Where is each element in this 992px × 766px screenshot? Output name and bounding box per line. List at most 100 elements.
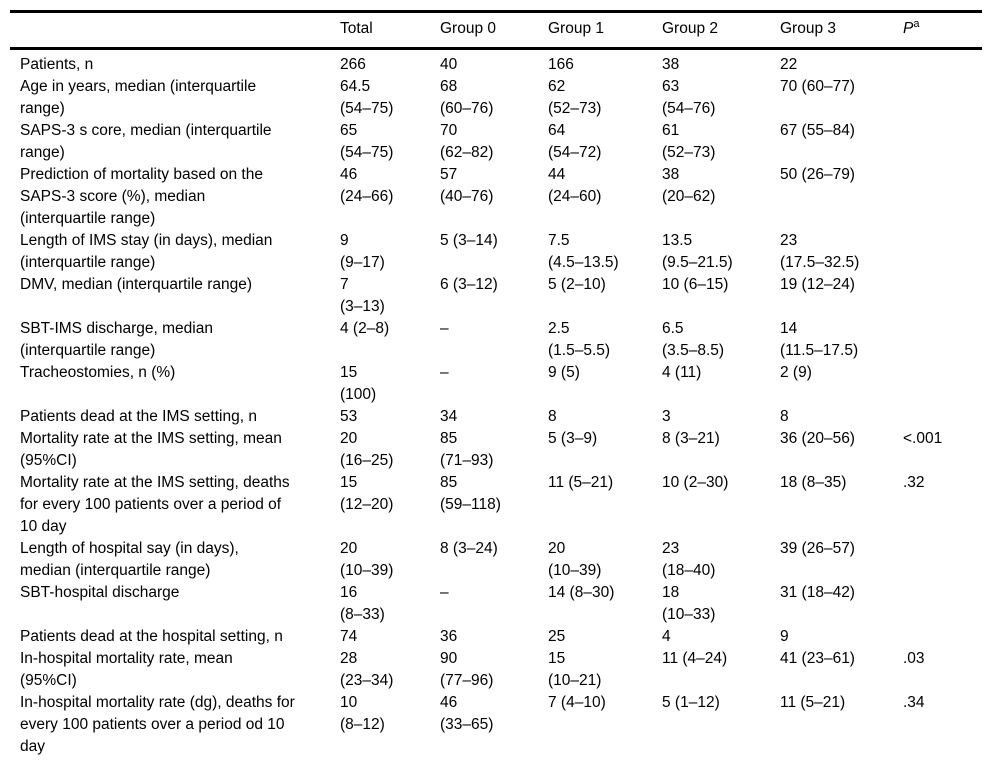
cell-group2: 4	[662, 628, 671, 645]
cell-pvalue	[903, 274, 982, 318]
row-label: Tracheostomies, n (%)	[20, 364, 176, 381]
cell-group2: 8 (3–21)	[662, 430, 720, 447]
cell-group0: 90 (77–96)	[440, 650, 494, 689]
cell-group1: 9 (5)	[548, 364, 580, 381]
row-label: Prediction of mortality based on the SAP…	[20, 166, 263, 227]
cell-group3: 14 (11.5–17.5)	[780, 320, 859, 359]
cell-group2: 10 (2–30)	[662, 474, 729, 491]
cell-group0: –	[440, 320, 449, 337]
row-label: SBT-hospital discharge	[20, 584, 180, 601]
cell-group1: 25	[548, 628, 566, 645]
cell-group3: 19 (12–24)	[780, 276, 855, 293]
cell-group3: 67 (55–84)	[780, 122, 855, 139]
cell-group0: 57 (40–76)	[440, 166, 494, 205]
row-label: Mortality rate at the IMS setting, death…	[20, 474, 290, 535]
row-label: In-hospital mortality rate (dg), deaths …	[10, 692, 340, 766]
table-row: SBT-hospital discharge 16 (8–33) – 14 (8…	[10, 582, 982, 626]
cell-total: 16 (8–33)	[340, 584, 385, 623]
cell-group1: 20 (10–39)	[548, 540, 602, 579]
cell-group3: 2 (9)	[780, 364, 812, 381]
cell-group1: 62 (52–73)	[548, 78, 602, 117]
cell-total: 266	[340, 56, 366, 73]
cell-group0: 8 (3–24)	[440, 540, 498, 557]
cell-group1: 5 (3–9)	[548, 430, 598, 447]
cell-total: 74	[340, 628, 358, 645]
table-row: In-hospital mortality rate, mean (95%CI)…	[10, 648, 982, 692]
cell-group2: 13.5 (9.5–21.5)	[662, 232, 733, 271]
table-row: DMV, median (interquartile range) 7 (3–1…	[10, 274, 982, 318]
cell-group0: 46 (33–65)	[440, 692, 548, 766]
cell-group1: 166	[548, 56, 574, 73]
header-group1: Group 1	[548, 10, 662, 50]
cell-pvalue	[903, 230, 982, 274]
cell-group3: 9	[780, 628, 789, 645]
cell-group2: 18 (10–33)	[662, 584, 716, 623]
cell-group2: 61 (52–73)	[662, 122, 716, 161]
cell-group3: 11 (5–21)	[780, 692, 903, 766]
cell-group0: 5 (3–14)	[440, 232, 498, 249]
cell-pvalue	[903, 626, 982, 648]
cell-total: 28 (23–34)	[340, 650, 394, 689]
row-label: In-hospital mortality rate, mean (95%CI)	[20, 650, 233, 689]
table-header: Total Group 0 Group 1 Group 2 Group 3 Pa	[10, 10, 982, 50]
cell-group3: 8	[780, 408, 789, 425]
cell-total: 10 (8–12)	[340, 692, 440, 766]
header-group0: Group 0	[440, 10, 548, 50]
row-label: DMV, median (interquartile range)	[20, 276, 253, 293]
cell-group0: 68 (60–76)	[440, 78, 494, 117]
cell-group3: 22	[780, 56, 798, 73]
cell-group3: 31 (18–42)	[780, 584, 855, 601]
cell-group2: 10 (6–15)	[662, 276, 729, 293]
cell-pvalue: .34	[903, 692, 982, 766]
cell-total: 53	[340, 408, 358, 425]
cell-pvalue	[903, 538, 982, 582]
pvalue-footnote-marker: a	[913, 17, 920, 30]
header-total: Total	[340, 10, 440, 50]
table-row: Prediction of mortality based on the SAP…	[10, 164, 982, 230]
cell-group0: 70 (62–82)	[440, 122, 494, 161]
table-row: Tracheostomies, n (%) 15 (100) – 9 (5) 4…	[10, 362, 982, 406]
cell-group1: 11 (5–21)	[548, 474, 614, 491]
cell-group0: 85 (71–93)	[440, 430, 494, 469]
row-label: SAPS-3 s core, median (interquartile ran…	[20, 122, 272, 161]
pvalue-symbol: P	[903, 20, 914, 37]
cell-group1: 7.5 (4.5–13.5)	[548, 232, 619, 271]
cell-group1: 15 (10–21)	[548, 650, 602, 689]
header-group3: Group 3	[780, 10, 903, 50]
cell-group1: 44 (24–60)	[548, 166, 602, 205]
cell-group1: 8	[548, 408, 557, 425]
cell-group0: –	[440, 584, 449, 601]
patient-characteristics-table: Total Group 0 Group 1 Group 2 Group 3 Pa…	[10, 10, 982, 766]
cell-pvalue	[903, 406, 982, 428]
row-label: SBT-IMS discharge, median (interquartile…	[20, 320, 213, 359]
cell-group2: 38	[662, 56, 680, 73]
table-row: Patients, n 266 40 166 38 22	[10, 49, 982, 77]
cell-group1: 5 (2–10)	[548, 276, 606, 293]
cell-group1: 7 (4–10)	[548, 692, 662, 766]
cell-group3: 39 (26–57)	[780, 540, 855, 557]
cell-pvalue	[903, 76, 982, 120]
cell-group0: 40	[440, 56, 458, 73]
cell-total: 15 (100)	[340, 364, 377, 403]
header-pvalue: Pa	[903, 10, 982, 50]
cell-group1: 64 (54–72)	[548, 122, 602, 161]
cell-total: 7 (3–13)	[340, 276, 385, 315]
table-row: SBT-IMS discharge, median (interquartile…	[10, 318, 982, 362]
table-row: Length of hospital say (in days), median…	[10, 538, 982, 582]
cell-total: 20 (10–39)	[340, 540, 394, 579]
cell-group0: 6 (3–12)	[440, 276, 498, 293]
table-row: Mortality rate at the IMS setting, death…	[10, 472, 982, 538]
cell-group3: 41 (23–61)	[780, 650, 855, 667]
cell-total: 65 (54–75)	[340, 122, 394, 161]
cell-total: 64.5 (54–75)	[340, 78, 394, 117]
cell-total: 4 (2–8)	[340, 320, 390, 337]
table-row: Patients dead at the hospital setting, n…	[10, 626, 982, 648]
cell-group3: 23 (17.5–32.5)	[780, 232, 860, 271]
table-row: SAPS-3 s core, median (interquartile ran…	[10, 120, 982, 164]
cell-pvalue	[903, 120, 982, 164]
cell-group2: 38 (20–62)	[662, 166, 716, 205]
cell-total: 20 (16–25)	[340, 430, 394, 469]
cell-group2: 5 (1–12)	[662, 692, 780, 766]
table-row: Mortality rate at the IMS setting, mean …	[10, 428, 982, 472]
